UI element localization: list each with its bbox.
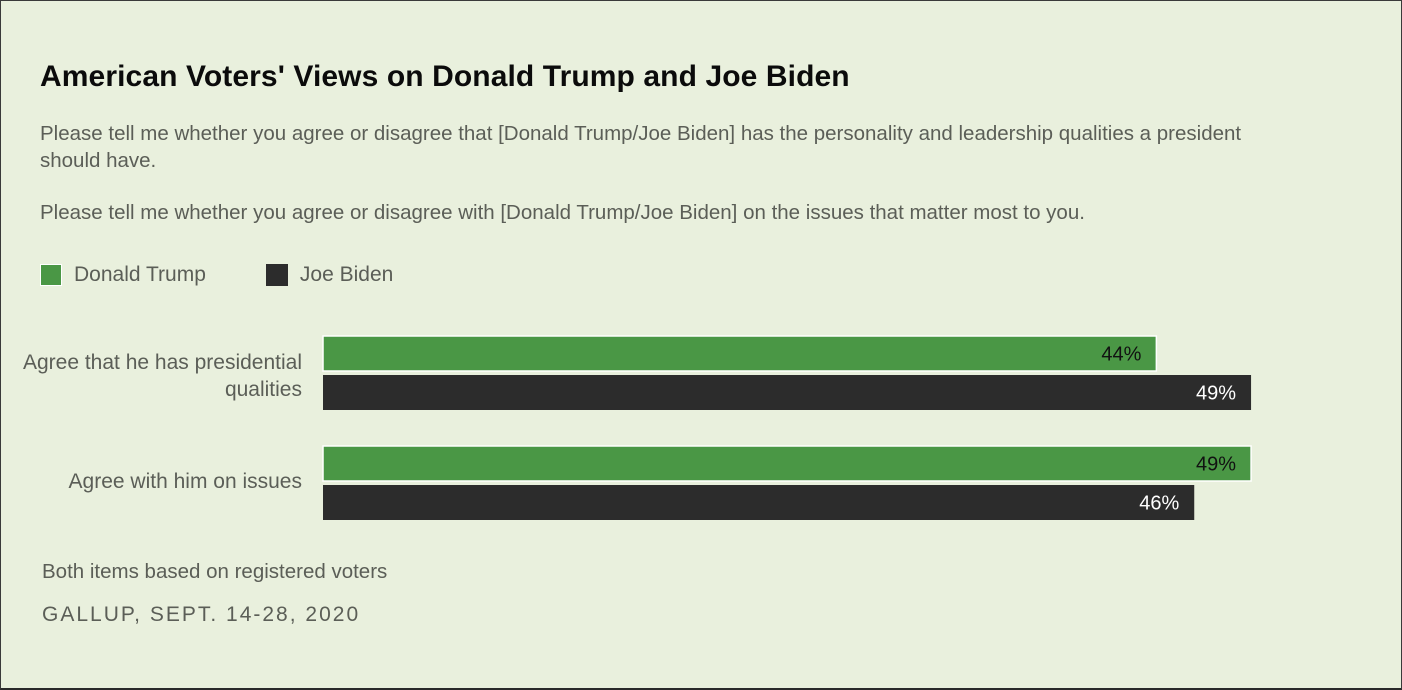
category-label-presidential-qualities: Agree that he has presidential qualities <box>22 351 302 401</box>
legend-label-biden: Joe Biden <box>299 263 394 286</box>
category-label-issues: Agree with him on issues <box>68 470 302 493</box>
chart-subtitle-1: Please tell me whether you agree or disa… <box>40 122 1242 172</box>
data-label-trump-1: 44% <box>1101 344 1141 366</box>
legend-item-trump: Donald Trump <box>40 263 206 287</box>
source-line: GALLUP, SEPT. 14-28, 2020 <box>42 603 361 626</box>
bar-biden-2 <box>323 485 1195 520</box>
bar-trump-2 <box>322 445 1252 482</box>
chart-subtitle-2: Please tell me whether you agree or disa… <box>40 201 1085 224</box>
chart-title: American Voters' Views on Donald Trump a… <box>40 60 850 93</box>
data-label-trump-2: 49% <box>1196 454 1236 476</box>
legend-item-biden: Joe Biden <box>265 263 394 287</box>
legend-label-trump: Donald Trump <box>74 263 206 286</box>
bar-trump-1 <box>322 335 1158 372</box>
legend: Donald Trump Joe Biden <box>40 263 453 287</box>
data-label-biden-2: 46% <box>1139 493 1179 515</box>
footnote: Both items based on registered voters <box>42 560 388 583</box>
legend-swatch-biden <box>265 264 288 286</box>
data-label-biden-1: 49% <box>1196 383 1236 405</box>
legend-swatch-trump <box>40 264 62 286</box>
bar-biden-1 <box>323 375 1252 410</box>
